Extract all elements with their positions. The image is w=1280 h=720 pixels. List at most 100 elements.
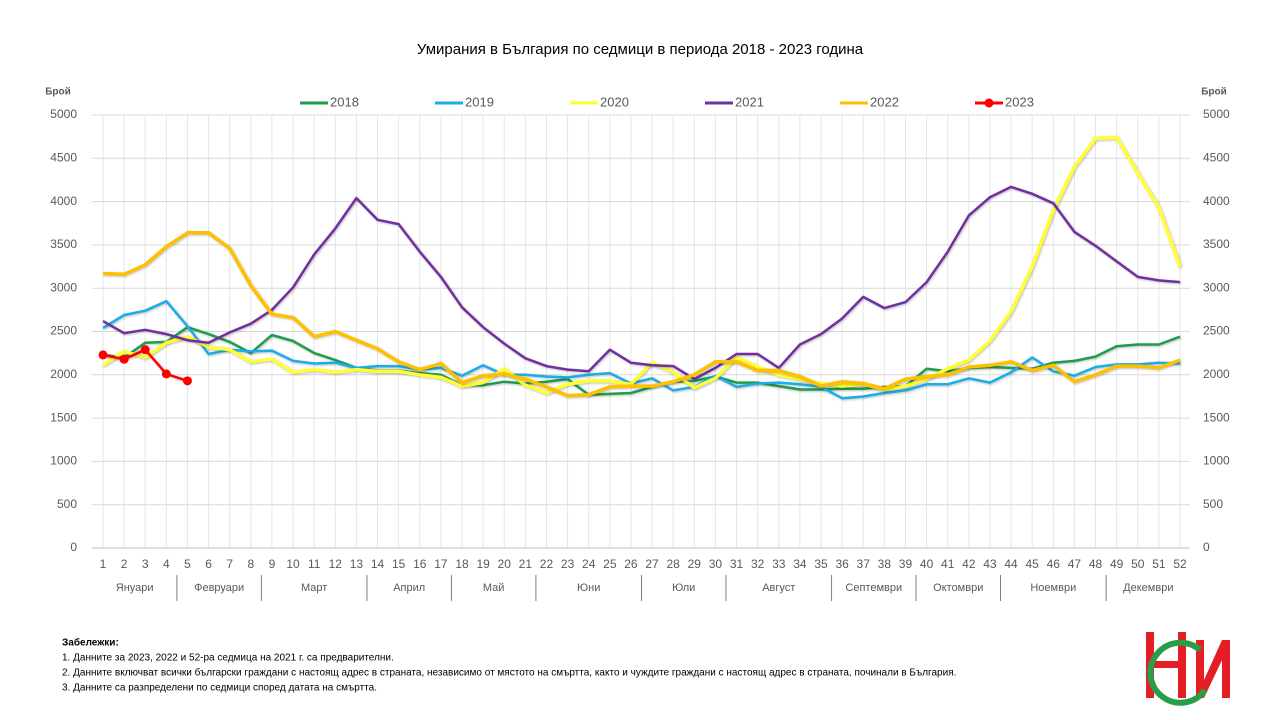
x-tick-label: 45	[1025, 557, 1039, 571]
x-tick-label: 39	[899, 557, 913, 571]
x-tick-label: 22	[540, 557, 554, 571]
series-line	[102, 185, 1181, 381]
x-tick-label: 2	[121, 557, 128, 571]
y-tick-label: 500	[57, 497, 77, 511]
legend-label: 2022	[870, 94, 899, 109]
month-label: Декември	[1123, 582, 1173, 594]
x-tick-label: 11	[308, 557, 321, 571]
x-tick-label: 5	[184, 557, 191, 571]
month-label: Ноември	[1030, 582, 1076, 594]
legend-label: 2023	[1005, 94, 1034, 109]
y-tick-label: 4000	[50, 194, 77, 208]
series-marker	[119, 354, 129, 364]
y2-tick-label: 2000	[1203, 367, 1230, 381]
y-tick-label: 1500	[50, 410, 77, 424]
month-label: Август	[762, 582, 795, 594]
month-label: Юли	[672, 582, 695, 594]
x-tick-label: 13	[350, 557, 364, 571]
x-tick-label: 17	[434, 557, 448, 571]
month-label: Април	[393, 582, 425, 594]
y2-tick-label: 1000	[1203, 454, 1230, 468]
y2-tick-label: 4500	[1203, 150, 1230, 164]
y-tick-label: 3500	[50, 237, 77, 251]
x-tick-label: 28	[666, 557, 680, 571]
x-tick-label: 46	[1047, 557, 1061, 571]
x-tick-label: 8	[247, 557, 254, 571]
y2-tick-label: 5000	[1203, 107, 1230, 121]
month-label: Октомври	[933, 582, 983, 594]
x-tick-label: 38	[878, 557, 892, 571]
month-label: Септември	[845, 582, 902, 594]
legend-label: 2019	[465, 94, 494, 109]
y2-axis-label: Брой	[1201, 87, 1227, 98]
x-tick-label: 3	[142, 557, 149, 571]
y2-tick-label: 3500	[1203, 237, 1230, 251]
x-tick-label: 43	[983, 557, 997, 571]
logo-part	[1147, 639, 1208, 706]
series-marker	[182, 376, 192, 386]
y-tick-label: 1000	[50, 454, 77, 468]
x-tick-label: 29	[688, 557, 702, 571]
x-tick-label: 16	[413, 557, 427, 571]
y2-tick-label: 500	[1203, 497, 1223, 511]
x-tick-label: 20	[498, 557, 512, 571]
x-tick-label: 19	[476, 557, 490, 571]
logo	[1146, 632, 1230, 706]
y2-tick-label: 4000	[1203, 194, 1230, 208]
month-label: Февруари	[194, 582, 244, 594]
month-label: Март	[301, 582, 327, 594]
x-tick-label: 14	[371, 557, 385, 571]
x-tick-label: 44	[1004, 557, 1018, 571]
x-tick-label: 15	[392, 557, 406, 571]
x-tick-label: 34	[793, 557, 807, 571]
x-tick-label: 24	[582, 557, 596, 571]
legend-marker	[984, 98, 994, 108]
x-tick-label: 47	[1068, 557, 1082, 571]
y-tick-label: 0	[70, 540, 77, 554]
series-line	[102, 135, 1182, 395]
legend-label: 2018	[330, 94, 359, 109]
note: 3. Данните са разпределени по седмици сп…	[62, 683, 377, 694]
month-label: Юни	[577, 582, 600, 594]
x-tick-label: 36	[835, 557, 849, 571]
x-tick-label: 26	[624, 557, 638, 571]
legend-label: 2021	[735, 94, 764, 109]
x-tick-label: 31	[730, 557, 744, 571]
series-marker	[161, 369, 171, 379]
x-tick-label: 42	[962, 557, 976, 571]
grid	[92, 114, 1190, 549]
y2-tick-label: 3000	[1203, 280, 1230, 294]
y-tick-label: 2500	[50, 324, 77, 338]
series-marker	[140, 345, 150, 355]
x-tick-label: 41	[941, 557, 955, 571]
x-tick-label: 9	[269, 557, 276, 571]
x-tick-label: 23	[561, 557, 575, 571]
x-tick-label: 1	[100, 557, 107, 571]
x-tick-label: 30	[709, 557, 723, 571]
chart-title: Умирания в България по седмици в периода…	[417, 41, 864, 58]
y-tick-label: 4500	[50, 150, 77, 164]
logo-part	[1196, 640, 1230, 698]
x-tick-label: 10	[286, 557, 300, 571]
x-tick-label: 52	[1173, 557, 1187, 571]
logo-part	[1146, 661, 1186, 668]
series-line	[102, 231, 1181, 398]
y2-tick-label: 0	[1203, 540, 1210, 554]
x-tick-label: 40	[920, 557, 934, 571]
y-tick-label: 3000	[50, 280, 77, 294]
x-tick-label: 27	[645, 557, 659, 571]
notes-title: Забележки:	[62, 637, 119, 649]
series-marker	[98, 350, 108, 360]
x-tick-label: 7	[226, 557, 233, 571]
x-tick-label: 4	[163, 557, 170, 571]
x-tick-label: 48	[1089, 557, 1103, 571]
x-tick-label: 32	[751, 557, 765, 571]
note: 1. Данните за 2023, 2022 и 52-ра седмица…	[62, 653, 394, 664]
x-tick-label: 37	[857, 557, 871, 571]
month-label: Май	[483, 582, 505, 594]
y2-tick-label: 1500	[1203, 410, 1230, 424]
x-tick-label: 51	[1152, 557, 1166, 571]
x-tick-label: 21	[519, 557, 533, 571]
y-tick-label: 5000	[50, 107, 77, 121]
